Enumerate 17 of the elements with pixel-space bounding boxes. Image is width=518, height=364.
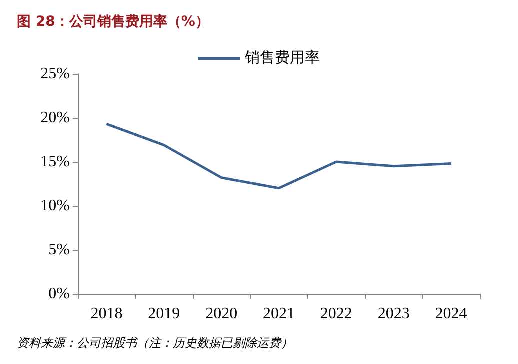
x-tick-label: 2019: [148, 306, 180, 322]
line-series: [105, 122, 453, 190]
x-tick-label: 2023: [378, 306, 410, 322]
legend-label: 销售费用率: [244, 50, 320, 66]
text: 资料来源：公司招股书（注：历史数据已剔除运费）: [17, 336, 293, 350]
x-tick-label: 2021: [263, 306, 295, 322]
y-tick-label: 25%: [40, 66, 70, 82]
chart-title: 图 28：公司销售费用率（%）: [17, 13, 210, 30]
y-tick-label: 15%: [40, 154, 70, 170]
y-tick-label: 20%: [40, 110, 70, 126]
x-tick-label: 2022: [320, 306, 352, 322]
y-tick-label: 0%: [48, 286, 70, 302]
x-tick-label: 2020: [206, 306, 238, 322]
x-tick-label: 2024: [435, 306, 468, 322]
x-tick-label: 2018: [90, 306, 123, 322]
y-tick-label: 5%: [48, 242, 70, 258]
y-tick-label: 10%: [40, 198, 70, 214]
